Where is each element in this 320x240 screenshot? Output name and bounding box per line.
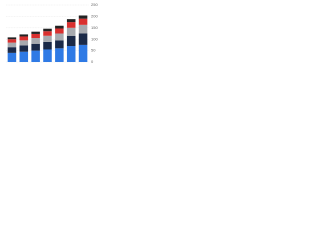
- bar-segment: [19, 45, 29, 52]
- bar-segment: [66, 35, 76, 47]
- bar-segment: [31, 31, 40, 34]
- bar-segment: [19, 51, 29, 62]
- chart: 0 50 100 150 200 250: [6, 2, 98, 64]
- bar-segment: [66, 19, 76, 23]
- bar-segment: [19, 40, 29, 46]
- bar-segment: [31, 50, 40, 62]
- bar-segment: [66, 22, 76, 28]
- bar-segment: [78, 15, 88, 19]
- bar-segment: [78, 24, 88, 34]
- bar-segment: [66, 46, 76, 62]
- bar-segment: [7, 42, 17, 48]
- y-tick-label: 250: [91, 2, 98, 7]
- y-tick-label: 100: [91, 36, 98, 41]
- bar-segment: [31, 43, 40, 51]
- bar-segment: [7, 39, 17, 43]
- bar-segment: [78, 33, 88, 45]
- bar-segment: [31, 33, 40, 39]
- bar-segment: [43, 49, 52, 62]
- bar-segment: [55, 33, 64, 41]
- y-tick-label: 200: [91, 13, 98, 18]
- bar-segment: [43, 41, 52, 50]
- bar-segment: [19, 34, 29, 37]
- bar-segment: [43, 31, 52, 36]
- bar-segment: [19, 36, 29, 41]
- bar-segment: [78, 18, 88, 25]
- bar-segment: [55, 40, 64, 49]
- bar-segment: [7, 37, 17, 40]
- bar-segment: [43, 28, 52, 32]
- bar-segment: [78, 44, 88, 62]
- bar-segment: [43, 35, 52, 42]
- bar-segment: [31, 38, 40, 44]
- page: {"chart_data": {"type": "stacked-bar", "…: [0, 0, 100, 71]
- bar-segment: [55, 25, 64, 29]
- bar-segment: [55, 48, 64, 62]
- y-tick-label: 0: [91, 59, 94, 64]
- y-tick-label: 50: [91, 48, 96, 53]
- bar-segment: [7, 47, 17, 53]
- bar-segment: [7, 52, 17, 62]
- bar-segment: [66, 27, 76, 36]
- y-tick-label: 150: [91, 25, 98, 30]
- bar-segment: [55, 28, 64, 34]
